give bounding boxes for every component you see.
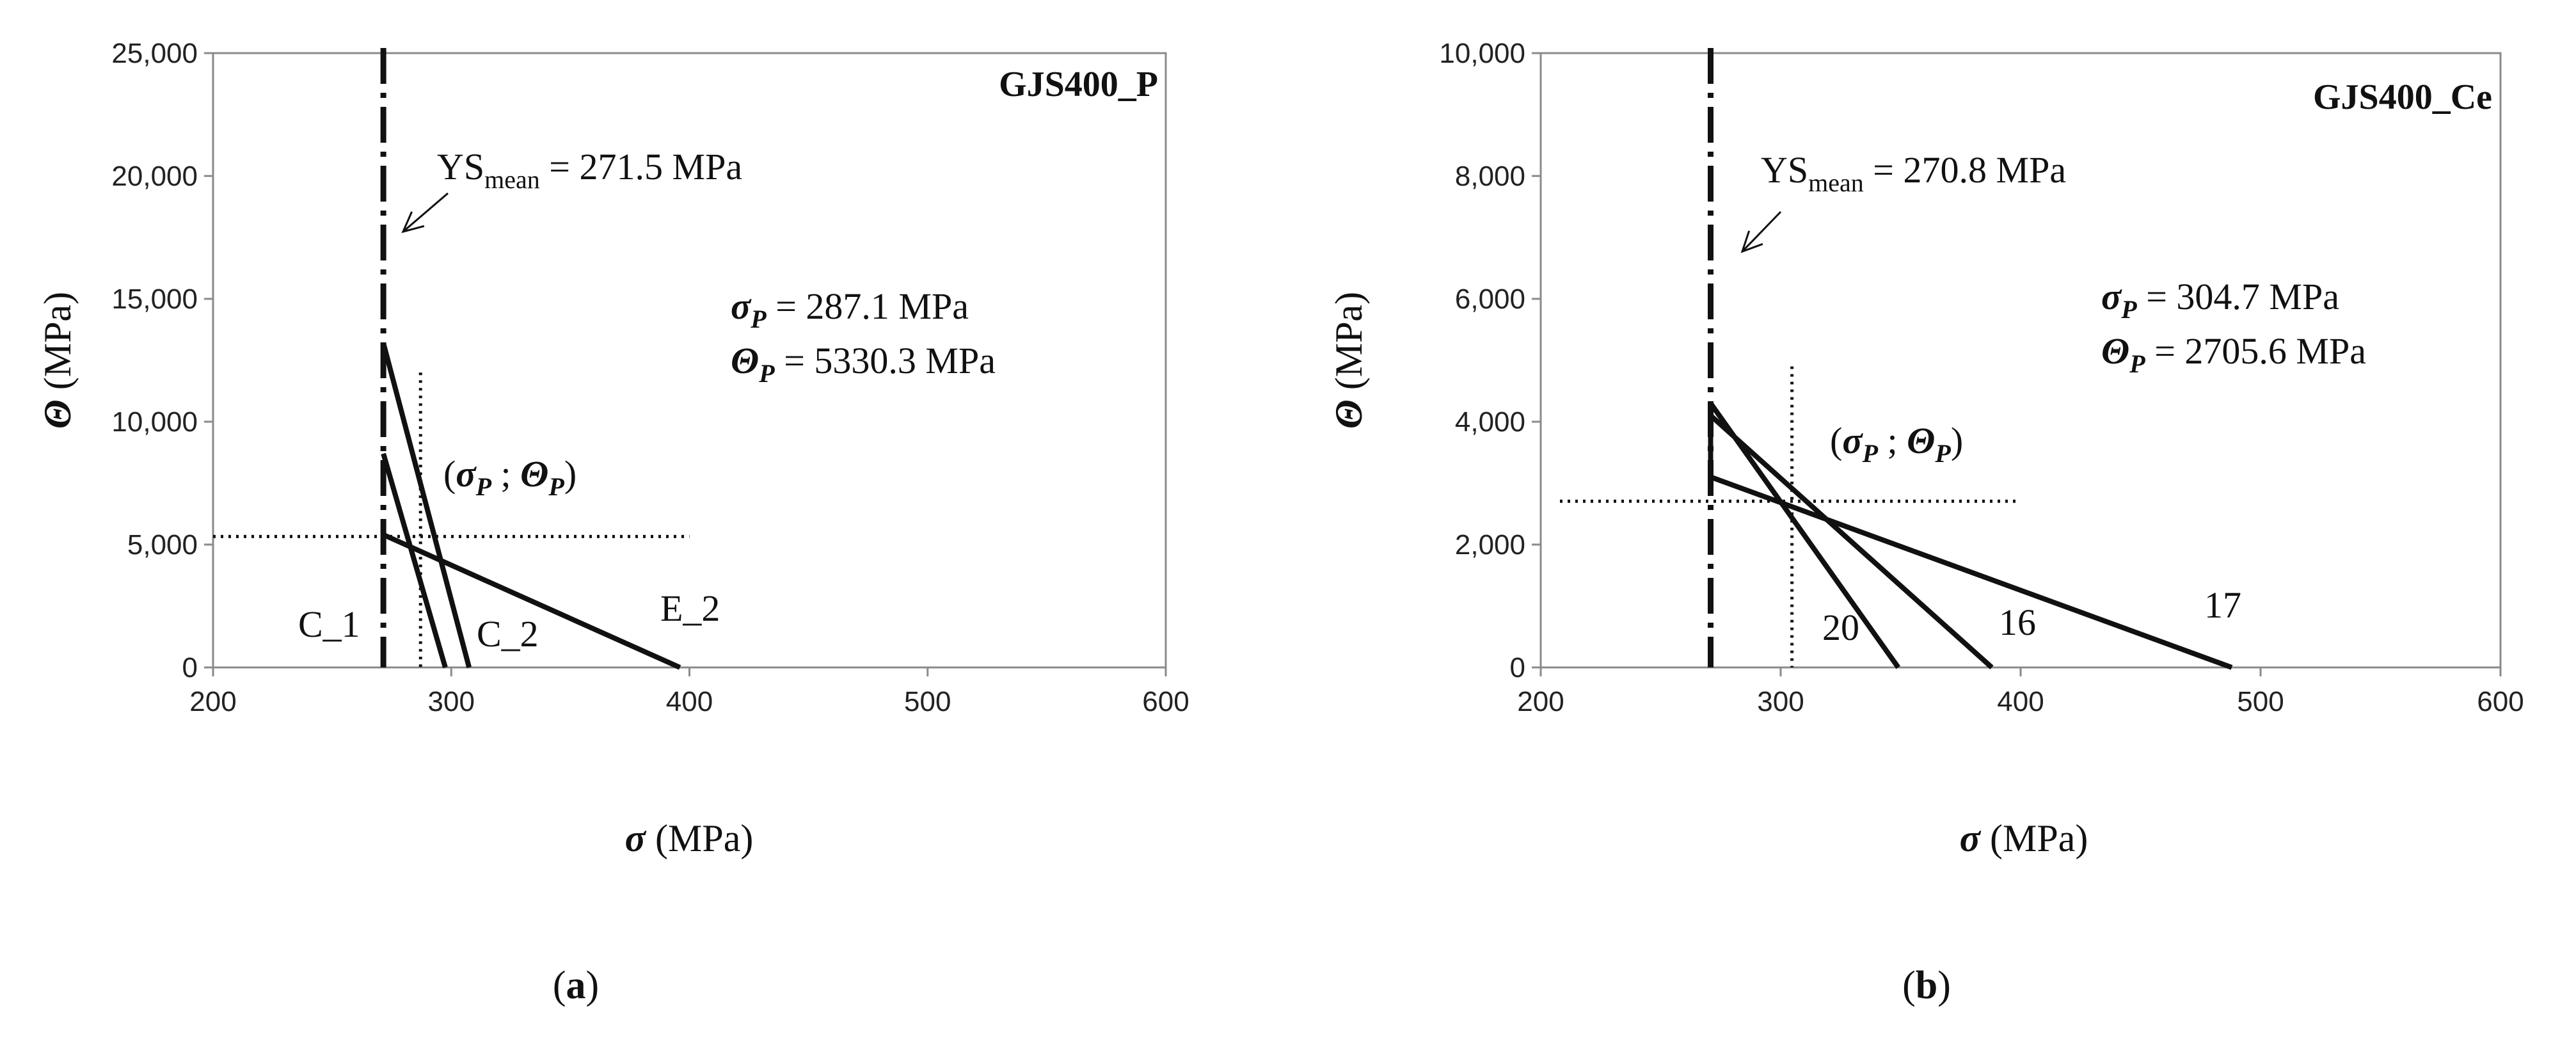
chart2-x-tick-label: 500 [2237, 686, 2284, 717]
chart2-title: GJS400_Ce [2313, 77, 2492, 117]
chart2-series-line-20 [1708, 401, 1901, 669]
chart2-x-axis-label: σ (MPa) [1960, 817, 2088, 859]
chart1-y-tick-label: 0 [182, 652, 198, 683]
chart2: 200 300 400 500 600 0 2,000 4,000 6,000 8,000 10,0… [1328, 38, 2524, 1007]
chart1-ys-arrow-head [401, 211, 425, 234]
chart1-x-tick-label: 200 [189, 686, 236, 717]
chart2-series-label-17: 17 [2204, 584, 2241, 626]
chart1-x-tick-label: 400 [666, 686, 713, 717]
chart1-plot-area [212, 52, 1167, 669]
chart2-y-tick-label: 10,000 [1439, 38, 1525, 69]
chart2-y-tick-label: 6,000 [1455, 283, 1525, 315]
chart1-panel-label: (a) [553, 964, 599, 1007]
chart2-series-label-16: 16 [1999, 602, 2036, 643]
chart1-series-label-c-1: C_1 [298, 603, 360, 645]
chart1-title: GJS400_P [999, 65, 1158, 104]
chart1-y-tick-label: 15,000 [111, 283, 198, 315]
chart1-series-label-c-2: C_2 [477, 613, 539, 655]
chart1-y-tick-label: 20,000 [111, 161, 198, 192]
chart1: 200 300 400 500 600 0 5,000 10,000 15,000 20,000 2… [36, 38, 1189, 1007]
chart2-point-label: (σP ; ΘP) [1830, 420, 1963, 468]
chart2-y-tick-label: 4,000 [1455, 406, 1525, 438]
chart1-series-line-e-2 [382, 532, 681, 670]
chart1-y-tick-label: 25,000 [111, 38, 198, 69]
chart2-theta-p-annotation: ΘP = 2705.6 MPa [2101, 330, 2366, 378]
chart1-x-tick-label: 300 [428, 686, 475, 717]
chart2-series-line-16 [1708, 413, 1994, 669]
chart1-y-axis-label: Θ (MPa) [36, 292, 79, 429]
chart1-x-axis-label: σ (MPa) [625, 817, 754, 859]
chart2-y-tick-label: 2,000 [1455, 529, 1525, 561]
chart1-y-tick-label: 10,000 [111, 406, 198, 438]
chart1-series-line-c-1 [381, 452, 448, 669]
chart1-ys-mean-annotation: YSmean = 271.5 MPa [437, 146, 742, 194]
chart2-y-tick-label: 8,000 [1455, 161, 1525, 192]
chart1-series-label-e-2: E_2 [660, 587, 720, 629]
chart1-y-tick-label: 5,000 [127, 529, 198, 561]
chart2-ys-arrow-shaft [1741, 211, 1782, 253]
chart2-series-label-20: 20 [1822, 607, 1859, 648]
chart2-series-line-17 [1708, 422, 2233, 670]
chart2-y-axis-label: Θ (MPa) [1328, 292, 1370, 429]
chart2-panel-label: (b) [1902, 964, 1951, 1007]
chart1-ys-arrow-shaft [402, 192, 449, 233]
chart1-sigma-p-annotation: σP = 287.1 MPa [731, 285, 969, 333]
chart2-x-tick-label: 600 [2477, 686, 2524, 717]
chart2-ys-arrow-head [1740, 230, 1763, 253]
chart1-x-tick-label: 500 [904, 686, 951, 717]
chart2-x-tick-label: 200 [1517, 686, 1564, 717]
chart2-sigma-p-annotation: σP = 304.7 MPa [2101, 276, 2339, 324]
chart2-x-tick-label: 300 [1757, 686, 1804, 717]
chart2-y-tick-label: 0 [1510, 652, 1525, 683]
chart1-point-label: (σP ; ΘP) [443, 453, 576, 501]
chart1-theta-p-annotation: ΘP = 5330.3 MPa [731, 340, 996, 388]
chart2-ys-mean-annotation: YSmean = 270.8 MPa [1761, 149, 2066, 197]
chart1-x-tick-label: 600 [1142, 686, 1189, 717]
chart2-x-tick-label: 400 [1997, 686, 2044, 717]
chart1-series-line-c-2 [381, 342, 472, 669]
